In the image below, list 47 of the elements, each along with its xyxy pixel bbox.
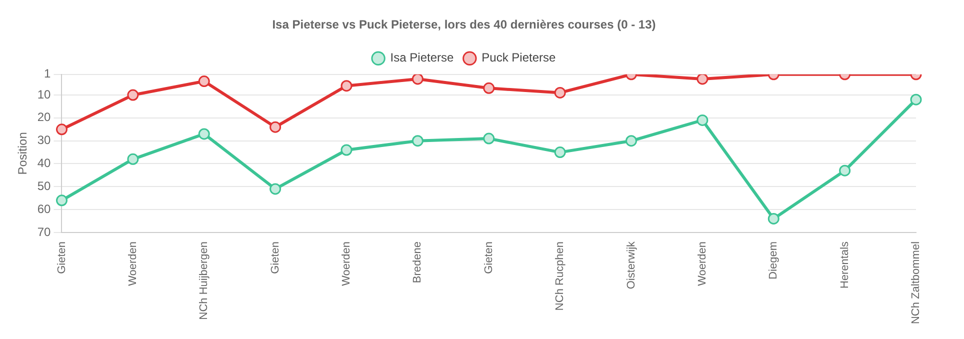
- legend-label: Isa Pieterse: [390, 50, 454, 65]
- legend-label: Puck Pieterse: [482, 50, 556, 65]
- point: [270, 121, 282, 133]
- point: [554, 146, 566, 158]
- point: [696, 114, 708, 126]
- point: [412, 74, 424, 85]
- x-tick-label: Gieten: [269, 241, 282, 274]
- chart-title: Isa Pieterse vs Puck Pieterse, lors des 40 dernières courses (0 - 13): [272, 18, 656, 32]
- point: [696, 74, 708, 85]
- y-tick-label: 30: [37, 133, 52, 148]
- x-tick-label: Woerden: [696, 241, 708, 286]
- point: [56, 194, 68, 206]
- x-tick-label: Oisterwijk: [625, 240, 638, 290]
- x-tick-label: Gieten: [482, 241, 495, 274]
- point: [127, 153, 139, 165]
- x-tick-label: NCh Huijbergen: [198, 241, 210, 320]
- x-tick-label: Bredene: [412, 241, 424, 284]
- y-tick-label: 40: [37, 156, 52, 170]
- point: [127, 89, 139, 101]
- point: [483, 82, 495, 94]
- x-tick-label: Herentals: [838, 240, 851, 289]
- y-tick-label: 20: [37, 110, 52, 124]
- point: [483, 132, 495, 144]
- point: [554, 86, 566, 98]
- y-tick-label: 50: [37, 178, 52, 193]
- point: [839, 164, 851, 176]
- point: [56, 124, 68, 136]
- y-tick-label: 70: [37, 224, 52, 239]
- point: [626, 135, 637, 147]
- x-tick-label: NCh Zaltbommel: [910, 241, 922, 324]
- y-axis-title: Position: [16, 132, 30, 175]
- x-tick-label: Woerden: [340, 241, 353, 286]
- y-tick-label: 10: [37, 87, 52, 102]
- x-tick-label: Woerden: [126, 241, 139, 286]
- x-tick-label: Diegem: [768, 241, 780, 280]
- point: [340, 144, 352, 156]
- y-tick-label: 60: [37, 202, 52, 216]
- x-tick-label: NCh Rucphen: [554, 241, 566, 311]
- y-tick-label: 1: [44, 66, 52, 81]
- point: [768, 212, 780, 224]
- point: [270, 183, 282, 195]
- point: [412, 135, 424, 147]
- point: [910, 94, 922, 106]
- point: [340, 80, 352, 92]
- point: [198, 128, 210, 140]
- point: [198, 76, 210, 88]
- x-tick-label: Gieten: [56, 241, 68, 274]
